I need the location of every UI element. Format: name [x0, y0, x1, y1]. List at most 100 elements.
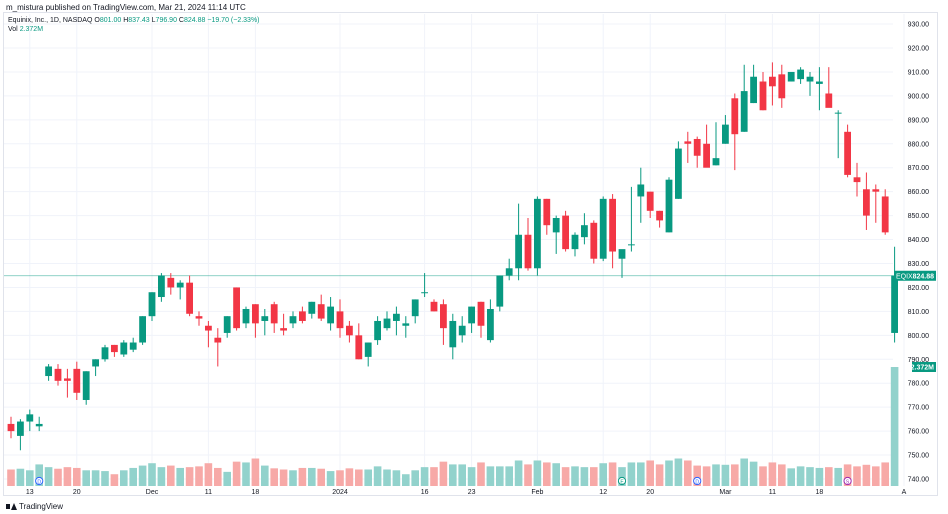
candle-body[interactable] — [346, 325, 353, 336]
candle-body[interactable] — [496, 275, 504, 307]
candle-body[interactable] — [148, 292, 156, 317]
candle-body[interactable] — [289, 316, 297, 324]
candle-body[interactable] — [111, 344, 118, 353]
candle-body[interactable] — [26, 414, 34, 422]
candle-body[interactable] — [186, 282, 193, 314]
candle-body[interactable] — [421, 292, 428, 294]
candle-body[interactable] — [637, 184, 645, 197]
candle-body[interactable] — [223, 316, 231, 333]
candle-body[interactable] — [54, 368, 62, 381]
candle-body[interactable] — [487, 308, 494, 341]
candle-body[interactable] — [308, 301, 316, 314]
candle-body[interactable] — [505, 268, 513, 276]
candle-body[interactable] — [364, 342, 372, 357]
candle-body[interactable] — [167, 277, 175, 288]
candle-body[interactable] — [120, 342, 128, 355]
candle-body[interactable] — [402, 323, 410, 326]
candle-body[interactable] — [825, 93, 833, 108]
candle-body[interactable] — [665, 179, 673, 233]
candle-body[interactable] — [195, 316, 203, 319]
candle-body[interactable] — [393, 313, 400, 321]
candle-body[interactable] — [252, 304, 259, 324]
candle-body[interactable] — [92, 359, 99, 367]
candle-body[interactable] — [45, 366, 52, 377]
candle-body[interactable] — [129, 342, 137, 350]
candle-body[interactable] — [82, 371, 90, 400]
candle-body[interactable] — [759, 81, 767, 111]
candle-body[interactable] — [863, 189, 870, 216]
candle-body[interactable] — [355, 335, 363, 360]
candle-body[interactable] — [17, 421, 24, 436]
candle-body[interactable] — [317, 304, 325, 319]
candle-body[interactable] — [64, 378, 71, 381]
candle-body[interactable] — [534, 198, 541, 269]
candle-body[interactable] — [515, 234, 522, 269]
earnings-marker-icon[interactable] — [617, 476, 627, 486]
split-marker-icon[interactable] — [843, 476, 852, 486]
candle-body[interactable] — [543, 198, 551, 226]
candle-body[interactable] — [242, 308, 250, 324]
candle-body[interactable] — [214, 337, 222, 343]
candle-body[interactable] — [778, 74, 786, 99]
dividend-marker-icon[interactable] — [35, 476, 44, 486]
candle-body[interactable] — [806, 76, 814, 82]
candle-body[interactable] — [524, 234, 532, 269]
candle-body[interactable] — [383, 318, 391, 329]
candle-body[interactable] — [233, 287, 240, 329]
candle-body[interactable] — [280, 328, 287, 331]
candle-body[interactable] — [628, 244, 635, 246]
candle-body[interactable] — [571, 234, 579, 250]
candle-body[interactable] — [609, 198, 616, 252]
candle-body[interactable] — [740, 91, 748, 132]
candle-body[interactable] — [703, 143, 710, 168]
candle-body[interactable] — [618, 249, 626, 259]
candle-body[interactable] — [656, 210, 663, 221]
candle-body[interactable] — [891, 275, 898, 333]
candle-body[interactable] — [722, 124, 729, 144]
candle-body[interactable] — [693, 138, 701, 156]
candle-body[interactable] — [834, 112, 842, 114]
candle-body[interactable] — [872, 189, 880, 192]
candle-body[interactable] — [7, 423, 15, 432]
candle-body[interactable] — [299, 311, 306, 321]
candle-body[interactable] — [430, 301, 438, 312]
candle-body[interactable] — [787, 71, 795, 82]
candle-body[interactable] — [477, 301, 485, 326]
candle-body[interactable] — [562, 215, 569, 250]
candle-body[interactable] — [449, 320, 457, 348]
candle-body[interactable] — [844, 131, 851, 175]
candle-body[interactable] — [468, 306, 475, 324]
candle-body[interactable] — [158, 275, 165, 298]
candle-body[interactable] — [731, 98, 739, 135]
candle-body[interactable] — [35, 423, 43, 427]
dividend-marker-icon[interactable] — [693, 476, 702, 486]
candle-body[interactable] — [374, 320, 381, 341]
candle-body[interactable] — [270, 304, 278, 324]
candle-body[interactable] — [712, 158, 720, 166]
candle-body[interactable] — [881, 196, 889, 233]
candle-body[interactable] — [327, 306, 334, 324]
candle-body[interactable] — [750, 76, 757, 104]
candle-body[interactable] — [176, 282, 184, 288]
candle-body[interactable] — [336, 311, 344, 329]
candle-body[interactable] — [440, 304, 447, 329]
candle-body[interactable] — [552, 218, 560, 233]
candle-body[interactable] — [261, 316, 269, 321]
candle-body[interactable] — [411, 299, 419, 317]
candle-body[interactable] — [646, 191, 654, 211]
candle-body[interactable] — [599, 198, 607, 259]
candle-body[interactable] — [853, 177, 861, 183]
candle-body[interactable] — [73, 368, 81, 393]
candle-body[interactable] — [769, 76, 776, 87]
candle-body[interactable] — [797, 69, 804, 80]
candle-body[interactable] — [458, 325, 466, 336]
candle-body[interactable] — [816, 81, 823, 84]
candle-body[interactable] — [101, 347, 109, 360]
candle-body[interactable] — [684, 141, 692, 144]
tradingview-footer[interactable]: TradingView — [6, 502, 63, 511]
candle-body[interactable] — [590, 222, 598, 259]
candle-body[interactable] — [675, 148, 682, 199]
candle-body[interactable] — [205, 325, 212, 331]
candle-body[interactable] — [581, 225, 588, 238]
